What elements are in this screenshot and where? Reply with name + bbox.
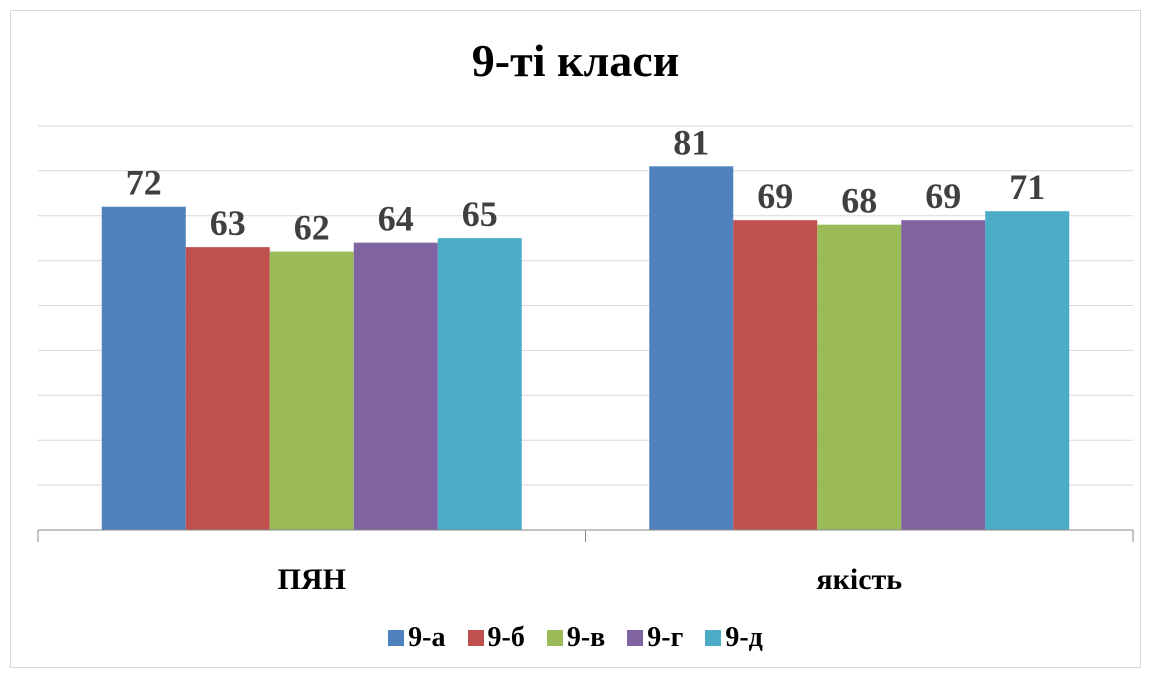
legend-item: 9-б <box>467 622 525 654</box>
bar-9-д-ПЯН <box>437 238 522 530</box>
legend-label: 9-в <box>566 622 606 653</box>
data-label: 68 <box>841 181 877 221</box>
bars <box>101 166 1070 530</box>
bar-9-д-якість <box>985 211 1070 530</box>
legend-swatch <box>546 630 563 646</box>
data-label: 64 <box>378 199 414 239</box>
bar-9-б-ПЯН <box>185 247 270 530</box>
x-tick-label: якість <box>816 563 902 596</box>
data-labels: 72 63 62 64 65 81 69 68 69 71 <box>126 122 1046 247</box>
legend-label: 9-б <box>487 622 525 653</box>
data-label: 69 <box>757 176 793 216</box>
legend-label: 9-а <box>408 622 446 653</box>
legend-swatch <box>627 630 644 646</box>
legend-item: 9-в <box>546 622 606 654</box>
legend-swatch <box>467 630 484 646</box>
legend-label: 9-д <box>725 622 763 653</box>
bar-9-г-ПЯН <box>353 242 438 530</box>
data-label: 65 <box>462 194 498 234</box>
data-label: 69 <box>925 176 961 216</box>
bar-9-в-якість <box>817 224 902 530</box>
bar-9-б-якість <box>733 220 818 530</box>
legend-label: 9-г <box>647 622 684 653</box>
bar-9-а-якість <box>649 166 734 530</box>
data-label: 63 <box>210 203 246 243</box>
x-tick-label: ПЯН <box>278 563 346 596</box>
x-axis: ПЯН якість <box>37 529 1134 596</box>
data-label: 81 <box>673 122 709 162</box>
legend-item: 9-а <box>388 622 446 654</box>
legend-item: 9-г <box>627 622 683 654</box>
bar-9-г-якість <box>901 220 986 530</box>
bar-9-в-ПЯН <box>269 251 354 530</box>
data-label: 71 <box>1009 167 1045 207</box>
data-label: 72 <box>126 163 162 203</box>
data-label: 62 <box>294 208 330 248</box>
legend-swatch <box>705 630 722 646</box>
legend-item: 9-д <box>705 622 763 654</box>
chart-title: 9-ті класи <box>471 35 680 86</box>
bar-9-а-ПЯН <box>101 206 186 530</box>
legend: 9-а 9-б 9-в 9-г 9-д <box>0 622 1151 654</box>
legend-swatch <box>388 630 405 646</box>
